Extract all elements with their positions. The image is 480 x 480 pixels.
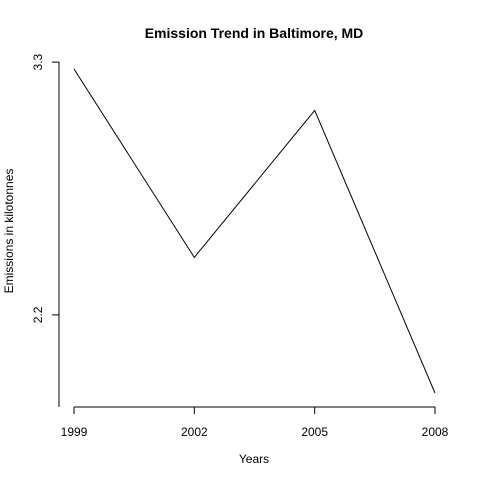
x-tick-label: 1999 xyxy=(61,425,88,439)
emission-series-line xyxy=(73,68,436,394)
y-tick-label: 3.3 xyxy=(31,53,45,70)
x-axis: 1999 2002 2005 2008 xyxy=(61,406,449,439)
chart-title: Emission Trend in Baltimore, MD xyxy=(145,25,364,41)
x-tick-label: 2002 xyxy=(181,425,208,439)
x-tick-label: 2005 xyxy=(301,425,328,439)
series-group xyxy=(73,68,436,394)
y-tick-label: 2.2 xyxy=(31,306,45,323)
y-axis-label: Emissions in kilotonnes xyxy=(2,169,16,294)
x-tick-label: 2008 xyxy=(422,425,449,439)
x-axis-label: Years xyxy=(239,452,269,466)
y-axis: 3.3 2.2 xyxy=(31,53,60,407)
